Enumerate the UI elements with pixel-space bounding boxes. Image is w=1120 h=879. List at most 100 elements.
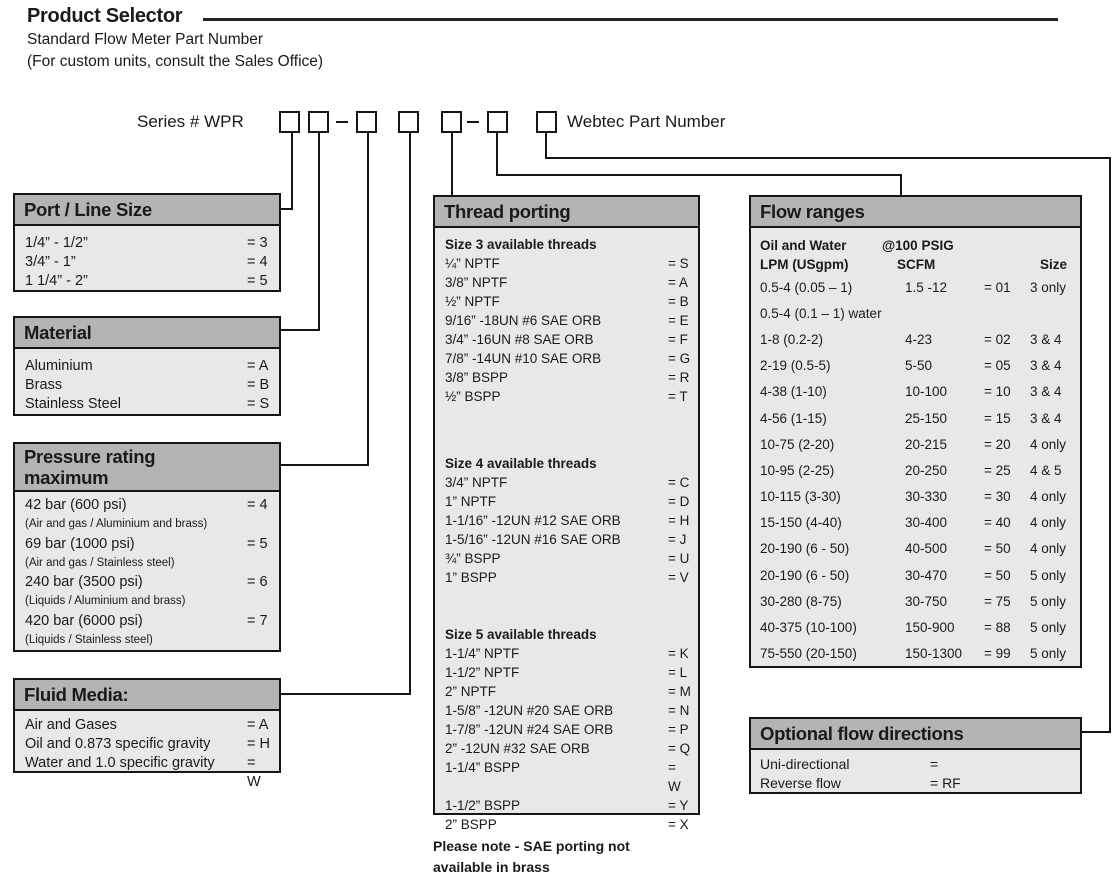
table-row: 10-115 (3-30) 30-330 = 30 4 only	[760, 484, 1080, 510]
cell-lpm: 0.5-4 (0.05 – 1)	[760, 279, 853, 295]
table-row: 20-190 (6 - 50) 40-500 = 50 4 only	[760, 536, 1080, 562]
row-label: 1-1/4” BSPP	[445, 760, 521, 775]
connector-direction-v1	[545, 133, 547, 159]
pressure-title-line1: Pressure rating	[24, 446, 156, 467]
cell-lpm: 10-115 (3-30)	[760, 489, 841, 505]
row-value: = H	[668, 513, 690, 528]
code-box-fluid-media	[398, 111, 419, 133]
cell-lpm: 4-56 (1-15)	[760, 410, 827, 426]
cell-code: = 02	[984, 331, 1011, 347]
row-value: = F	[668, 332, 688, 347]
flow-ranges-title: Flow ranges	[751, 197, 1080, 228]
cell-code: = 15	[984, 410, 1011, 426]
row-value: = L	[668, 665, 688, 680]
table-row: ½” BSPP = T	[435, 387, 698, 406]
thread-size-group: Size 3 available threads ¼” NPTF = S 3/8” N…	[435, 235, 698, 406]
cell-scfm: 30-470	[905, 567, 948, 583]
table-row: ¼” NPTF = S	[435, 254, 698, 273]
cell-lpm: 0.5-4 (0.1 – 1) water	[760, 305, 882, 321]
group-heading: Size 5 available threads	[445, 627, 597, 642]
col-header-psig: @100 PSIG	[882, 238, 954, 253]
cell-code: = 10	[984, 384, 1011, 400]
row-label: ¼” NPTF	[445, 256, 500, 271]
row-label: 2” BSPP	[445, 817, 497, 832]
table-row: 10-75 (2-20) 20-215 = 20 4 only	[760, 431, 1080, 457]
table-row: 1-1/2” NPTF = L	[435, 663, 698, 682]
table-row: 10-95 (2-25) 20-250 = 25 4 & 5	[760, 457, 1080, 483]
row-label: Brass	[25, 377, 63, 393]
optional-flow-table: Optional flow directions Uni-directional…	[749, 717, 1082, 794]
note-line2: available in brass	[433, 859, 550, 875]
table-row: 15-150 (4-40) 30-400 = 40 4 only	[760, 510, 1080, 536]
table-row: 420 bar (6000 psi) = 7	[15, 612, 279, 631]
row-value: = 4	[247, 497, 268, 513]
row-value: = Q	[668, 741, 691, 756]
cell-scfm: 4-23	[905, 331, 933, 347]
row-value: = A	[247, 717, 269, 733]
col-header-oil-water: Oil and Water	[760, 238, 847, 253]
row-label: 1-5/16” -12UN #16 SAE ORB	[445, 532, 621, 547]
cell-size: 5 only	[1030, 646, 1067, 662]
cell-lpm: 75-550 (20-150)	[760, 646, 857, 662]
row-label: 1” NPTF	[445, 494, 497, 509]
row-value: = 4	[247, 254, 268, 270]
cell-code: = 05	[984, 358, 1011, 374]
table-row: 3/8” BSPP = R	[435, 368, 698, 387]
flow-ranges-table: Flow ranges Oil and Water @100 PSIG LPM …	[749, 195, 1082, 668]
cell-lpm: 10-95 (2-25)	[760, 462, 835, 478]
cell-code: = 50	[984, 567, 1011, 583]
table-row: 1-1/2” BSPP = Y	[435, 796, 698, 815]
connector-material-h	[281, 329, 320, 331]
cell-lpm: 20-190 (6 - 50)	[760, 567, 850, 583]
cell-scfm: 5-50	[905, 358, 933, 374]
row-value: = 3	[247, 235, 268, 251]
code-box-material	[308, 111, 329, 133]
table-row: 0.5-4 (0.1 – 1) water	[760, 300, 1080, 326]
row-value: = X	[668, 817, 689, 832]
flow-ranges-body: 0.5-4 (0.05 – 1) 1.5 -12 = 01 3 only 0.5-4 (…	[751, 274, 1080, 667]
row-label: 1/4” - 1/2”	[25, 235, 88, 251]
thread-porting-body: Size 3 available threads ¼” NPTF = S 3/8” N…	[435, 228, 698, 834]
row-value: = C	[668, 475, 690, 490]
code-box-pressure	[356, 111, 377, 133]
code-box-flow-range	[487, 111, 508, 133]
row-label: Air and Gases	[25, 717, 117, 733]
connector-fluid-v	[409, 133, 411, 695]
row-value: = 6	[247, 574, 268, 590]
cell-code: = 88	[984, 620, 1011, 636]
table-row: 20-190 (6 - 50) 30-470 = 50 5 only	[760, 562, 1080, 588]
table-row: 2” BSPP = X	[435, 815, 698, 834]
row-label: Reverse flow	[760, 775, 841, 791]
row-label: 69 bar (1000 psi)	[25, 535, 135, 552]
cell-code: = 50	[984, 541, 1011, 557]
cell-scfm: 30-400	[905, 515, 948, 531]
connector-flow-v1	[496, 133, 498, 176]
row-label: Water and 1.0 specific gravity	[25, 755, 215, 771]
row-value: = 5	[247, 535, 268, 552]
code-box-flow-direction	[536, 111, 557, 133]
row-value: = B	[668, 294, 689, 309]
cell-lpm: 20-190 (6 - 50)	[760, 541, 850, 557]
row-label: Stainless Steel	[25, 396, 121, 412]
cell-size: 3 & 4	[1030, 331, 1062, 347]
cell-scfm: 40-500	[905, 541, 948, 557]
optional-flow-body: Uni-directional = Reverse flow = RF	[751, 750, 1080, 793]
row-label: Uni-directional	[760, 756, 850, 772]
row-value: = G	[668, 351, 691, 366]
group-heading: Size 4 available threads	[445, 456, 597, 471]
table-row: Brass = B	[15, 376, 279, 395]
table-row: 9/16” -18UN #6 SAE ORB = E	[435, 311, 698, 330]
group-heading: Size 3 available threads	[445, 237, 597, 252]
material-title: Material	[15, 318, 279, 349]
cell-size: 5 only	[1030, 593, 1067, 609]
cell-scfm: 150-1300	[905, 646, 963, 662]
row-value: = A	[668, 275, 688, 290]
cell-size: 3 & 4	[1030, 384, 1062, 400]
page-subtitle: Standard Flow Meter Part Number	[27, 31, 264, 48]
cell-scfm: 10-100	[905, 384, 948, 400]
table-row: 4-56 (1-15) 25-150 = 15 3 & 4	[760, 405, 1080, 431]
table-row: 1 1/4” - 2” = 5	[15, 272, 279, 291]
cell-scfm: 25-150	[905, 410, 948, 426]
connector-direction-v2	[1109, 157, 1111, 733]
cell-scfm: 1.5 -12	[905, 279, 948, 295]
